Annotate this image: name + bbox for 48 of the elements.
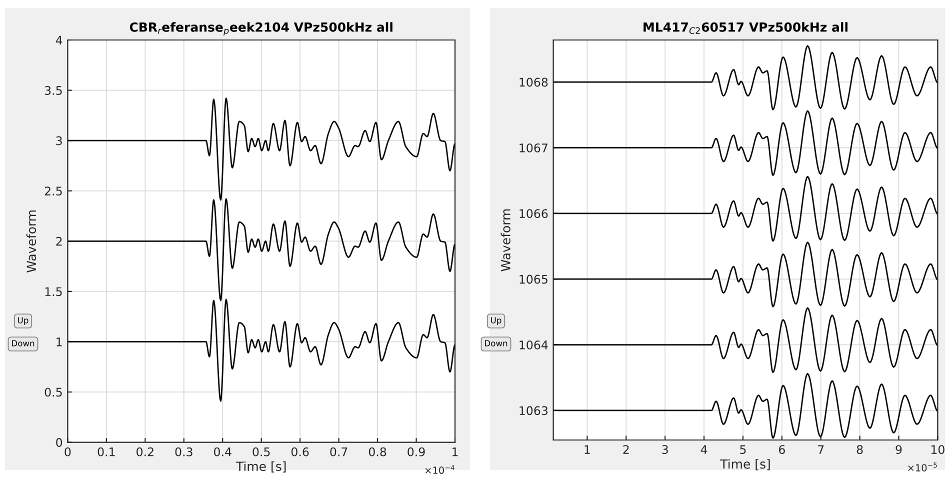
x-tick-label: 0.1	[98, 447, 115, 456]
y-tick-label: 0.5	[44, 388, 62, 397]
x-tick-label: 3	[662, 445, 668, 454]
y-axis-title: Waveform	[500, 209, 510, 272]
x-tick-label: 0.2	[136, 447, 154, 456]
text: Down	[485, 340, 508, 346]
y-tick-label: 0	[56, 438, 62, 447]
y-tick-label: 1065	[520, 274, 548, 284]
y-tick-label: 1064	[520, 340, 548, 350]
x-tick-label: 1	[584, 445, 590, 454]
x-tick-label: 0.6	[291, 447, 309, 456]
y-axis-title: Waveform	[26, 210, 36, 272]
x-tick-label: 0.7	[330, 447, 348, 456]
y-tick-label: 1068	[520, 78, 548, 87]
text: Up	[491, 317, 502, 326]
x-tick-label: 0	[64, 447, 71, 456]
y-tick-label: 1.5	[45, 287, 62, 296]
x-tick-label: 5	[740, 445, 746, 454]
x-axis-title: Time [s]	[720, 459, 770, 470]
y-tick-label: 3	[56, 136, 62, 146]
y-tick-label: 1	[56, 338, 62, 346]
text: Down	[12, 340, 34, 346]
y-tick-label: 4	[56, 36, 62, 44]
y-tick-label: 2.5	[44, 186, 62, 196]
x-tick-label: 10	[931, 445, 944, 454]
x-tick-label: 7	[818, 445, 824, 454]
y-tick-label: 2	[56, 236, 62, 246]
x-tick-label: 0.5	[252, 447, 270, 456]
chart-title: ML417$_{C2}$60517 VPz500kHz all	[644, 22, 848, 34]
text: ×10$^{−5}$	[908, 462, 937, 472]
y-tick-label: 3.5	[44, 86, 62, 95]
chart-title: CBR$_{r}$eferanse$_{p}$eek2104 VPz500kHz all	[130, 22, 392, 36]
x-tick-label: 1	[452, 448, 458, 456]
x-tick-label: 0.4	[214, 447, 232, 456]
x-tick-label: 0.8	[368, 447, 386, 456]
x-tick-label: 2	[623, 445, 629, 454]
x-tick-label: 4	[700, 445, 708, 454]
x-axis-title: Time [s]	[236, 461, 286, 473]
x-tick-label: 9	[896, 445, 902, 454]
text: ×10$^{−4}$	[425, 465, 454, 474]
text: Up	[18, 317, 28, 326]
y-tick-label: 1063	[520, 406, 548, 416]
x-tick-label: 0.3	[175, 447, 192, 456]
x-tick-label: 0.9	[408, 447, 425, 456]
x-tick-label: 6	[778, 445, 785, 454]
x-tick-label: 8	[856, 445, 863, 454]
y-tick-label: 1066	[520, 209, 548, 218]
y-tick-label: 1067	[520, 143, 548, 152]
